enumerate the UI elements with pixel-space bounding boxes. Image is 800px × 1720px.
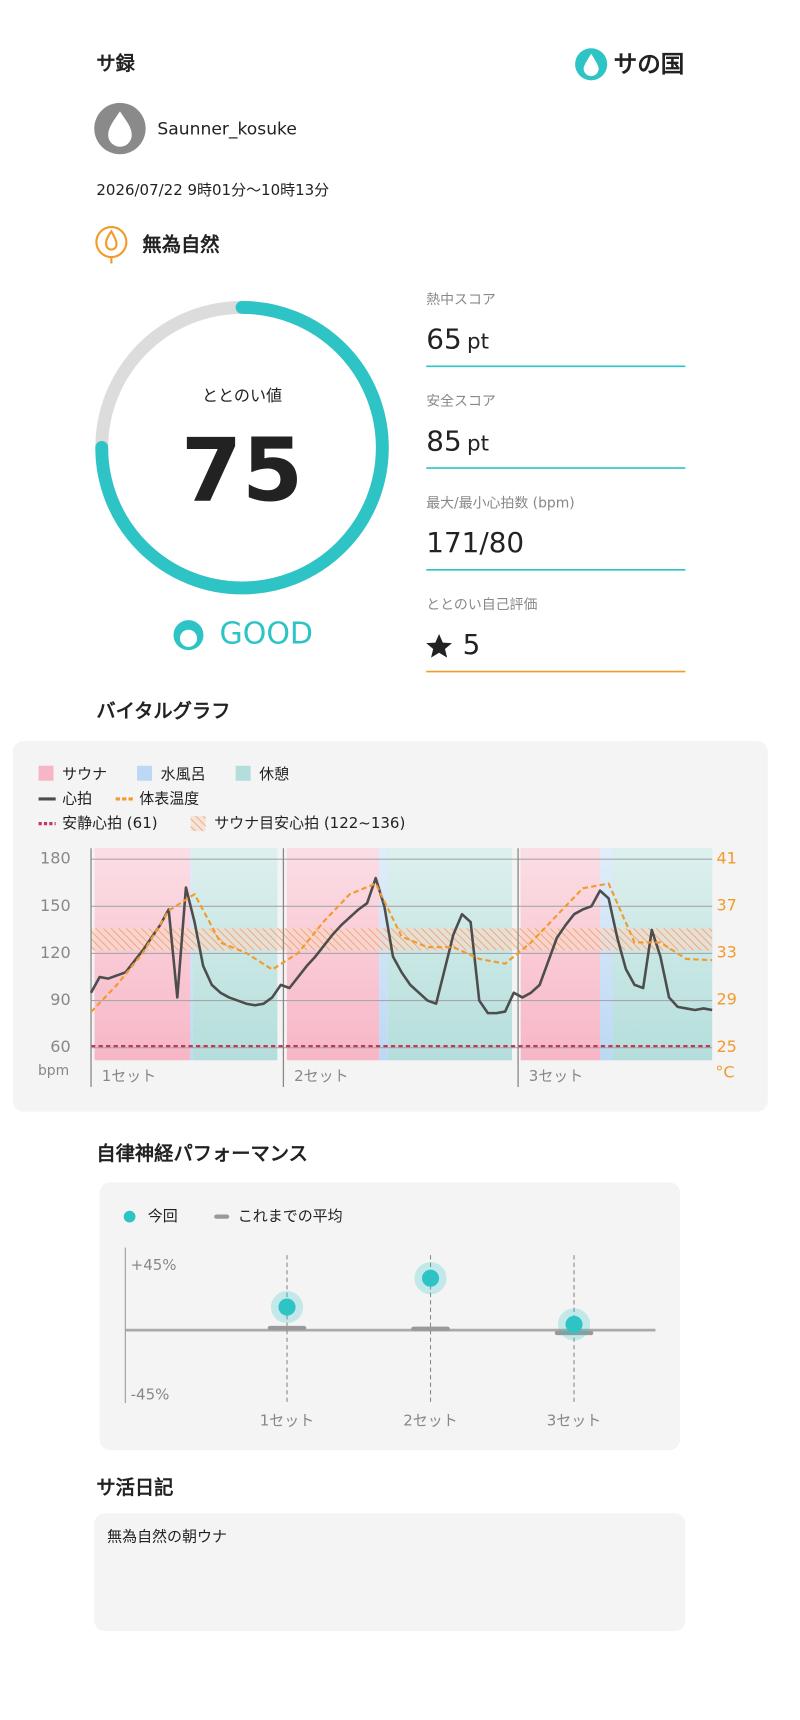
avatar-drop (108, 111, 132, 147)
zone-shade (379, 848, 388, 1061)
y-tick-label: 180 (40, 849, 71, 868)
zone-shade (520, 848, 601, 1061)
zone-shade (387, 848, 513, 1061)
y2-tick-label: 41 (716, 848, 736, 867)
y-tick-label: 90 (50, 990, 70, 1009)
y2-tick-label: 33 (716, 943, 736, 962)
average-bar (554, 1330, 594, 1336)
y-tick-label: 60 (50, 1037, 70, 1056)
score-value: 85 (426, 424, 461, 457)
set-label: 2セット (294, 1067, 349, 1085)
page-title: サ録 (96, 52, 135, 75)
y-tick-label: 150 (40, 896, 71, 915)
target-band (91, 928, 713, 951)
section-title: サ活日記 (96, 1476, 173, 1499)
zone-shade (190, 848, 193, 1061)
legend-label: 休憩 (259, 765, 289, 783)
legend-dash (214, 1214, 230, 1219)
score-unit: pt (467, 330, 489, 355)
y2-unit: °C (715, 1063, 734, 1082)
legend-label: サウナ目安心拍 (122~136) (214, 814, 405, 832)
section-title: 自律神経パフォーマンス (96, 1142, 308, 1165)
score-label: 安全スコア (426, 393, 496, 410)
section-title: バイタルグラフ (96, 700, 230, 723)
zone-shade (600, 848, 613, 1061)
legend-label: 水風呂 (161, 765, 206, 783)
legend-label: 安静心拍 (61) (62, 814, 157, 832)
x-tick-label: 2セット (403, 1412, 458, 1430)
y-unit: bpm (38, 1063, 69, 1079)
legend-swatch (137, 765, 153, 781)
legend-swatch (38, 765, 54, 781)
x-tick-label: 1セット (260, 1412, 315, 1430)
autonomic-card (99, 1182, 681, 1451)
set-label: 1セット (102, 1067, 157, 1085)
brand-drop (583, 53, 599, 77)
y-tick-label: -45% (131, 1386, 170, 1404)
score-label: 熱中スコア (426, 292, 496, 308)
point (565, 1315, 583, 1333)
gauge-arc (95, 300, 389, 595)
legend-swatch (235, 765, 251, 781)
diary-text: 無為自然の朝ウナ (107, 1527, 227, 1545)
set-label: 3セット (529, 1067, 584, 1085)
date: 2026/07/22 9時01分〜10時13分 (96, 181, 329, 199)
tag-flame (105, 229, 118, 264)
score-value: 5 (463, 628, 481, 661)
score-label: 最大/最小心拍数 (bpm) (426, 495, 575, 511)
y-tick-label: 120 (40, 943, 71, 962)
average-bar (267, 1325, 307, 1331)
y2-tick-label: 37 (716, 895, 736, 914)
score-value: 171/80 (426, 526, 524, 559)
gauge-label: ととのい値 (202, 386, 282, 405)
average-bar (411, 1326, 450, 1331)
zone-shade (286, 848, 380, 1061)
score-label: ととのい自己評価 (426, 597, 537, 613)
tag: 無為自然 (142, 233, 220, 256)
rating: GOOD (220, 617, 313, 652)
star-icon (426, 634, 452, 658)
y2-tick-label: 25 (716, 1037, 736, 1056)
series-line (90, 882, 713, 1013)
legend-dot (123, 1210, 136, 1223)
series-line (89, 876, 713, 1015)
legend-label: 体表温度 (139, 789, 199, 807)
legend-label: サウナ (62, 765, 107, 783)
rating-face (179, 629, 198, 647)
legend-label: 心拍 (62, 789, 92, 807)
gauge-value: 75 (181, 419, 303, 522)
score-unit: pt (467, 431, 489, 456)
zone-shade (612, 848, 713, 1061)
legend-label: 今回 (148, 1207, 178, 1225)
diary-card (94, 1513, 686, 1632)
point (421, 1269, 440, 1287)
legend-label: これまでの平均 (238, 1207, 343, 1225)
point (278, 1298, 296, 1316)
zone-shade (192, 848, 278, 1061)
x-tick-label: 3セット (547, 1412, 602, 1430)
username: Saunner_kosuke (157, 120, 296, 140)
y-tick-label: +45% (131, 1256, 177, 1274)
legend-swatch (190, 816, 206, 832)
brand: サの国 (614, 50, 685, 78)
y2-tick-label: 29 (716, 990, 736, 1009)
score-value: 65 (426, 323, 461, 356)
